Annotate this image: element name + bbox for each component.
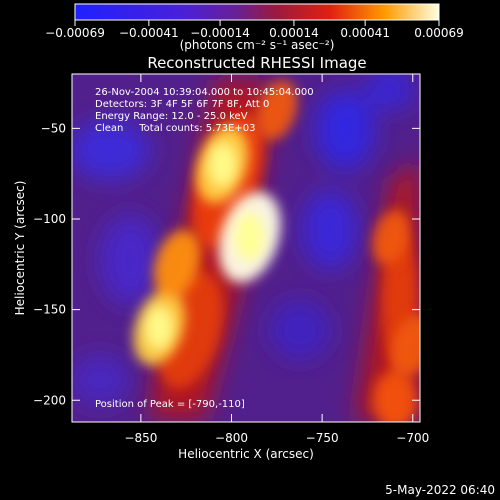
x-tick-label: −800 — [215, 431, 248, 445]
footer-date: 5-May-2022 06:40 — [385, 483, 495, 497]
x-tick-label: −700 — [396, 431, 429, 445]
y-axis-label: Heliocentric Y (arcsec) — [13, 181, 27, 316]
colorbar-tick-label: 0.00014 — [269, 26, 319, 40]
emission-source — [372, 209, 410, 265]
annotation-detectors: Detectors: 3F 4F 5F 6F 7F 8F, Att 0 — [95, 99, 269, 110]
colorbar-ticks: −0.00069 −0.00041 −0.00014 0.00014 0.00041 0.… — [45, 20, 464, 40]
annotation-clean-counts: Clean Total counts: 5.73E+03 — [95, 123, 255, 134]
source-blobs — [133, 80, 420, 378]
y-tick-label: −100 — [33, 212, 66, 226]
chart-title: Reconstructed RHESSI Image — [147, 54, 366, 72]
x-tick-label: −750 — [306, 431, 339, 445]
x-axis-ticks: −850 −800 −750 −700 — [124, 74, 429, 445]
y-tick-label: −150 — [33, 303, 66, 317]
heatmap-image — [72, 74, 420, 422]
colorbar-tick-label: −0.00069 — [45, 26, 105, 40]
x-tick-label: −850 — [124, 431, 157, 445]
plot-frame — [71, 73, 421, 423]
emission-source — [153, 230, 201, 299]
emission-core — [233, 211, 266, 263]
emission-core — [145, 306, 173, 349]
y-tick-label: −50 — [41, 121, 66, 135]
y-axis-ticks: −50 −100 −150 −200 — [33, 121, 420, 407]
y-tick-label: −200 — [33, 393, 66, 407]
colorbar-tick-label: −0.00041 — [119, 26, 179, 40]
colorbar-tick-label: 0.00069 — [414, 26, 464, 40]
annotation-block: 26-Nov-2004 10:39:04.000 to 10:45:04.000… — [95, 87, 314, 410]
colorbar-tick-label: 0.00041 — [340, 26, 390, 40]
colorbar — [74, 3, 440, 21]
annotation-energy-range: Energy Range: 12.0 - 25.0 keV — [95, 111, 248, 122]
emission-source — [256, 80, 298, 141]
peak-position-label: Position of Peak = [-790,-110] — [95, 399, 245, 410]
annotation-time-range: 26-Nov-2004 10:39:04.000 to 10:45:04.000 — [95, 87, 314, 98]
x-axis-label: Heliocentric X (arcsec) — [178, 447, 314, 461]
colorbar-tick-label: −0.00014 — [190, 26, 250, 40]
colorbar-unit-label: (photons cm⁻² s⁻¹ asec⁻²) — [180, 38, 335, 52]
emission-core — [208, 143, 237, 186]
emission-source — [391, 314, 420, 378]
